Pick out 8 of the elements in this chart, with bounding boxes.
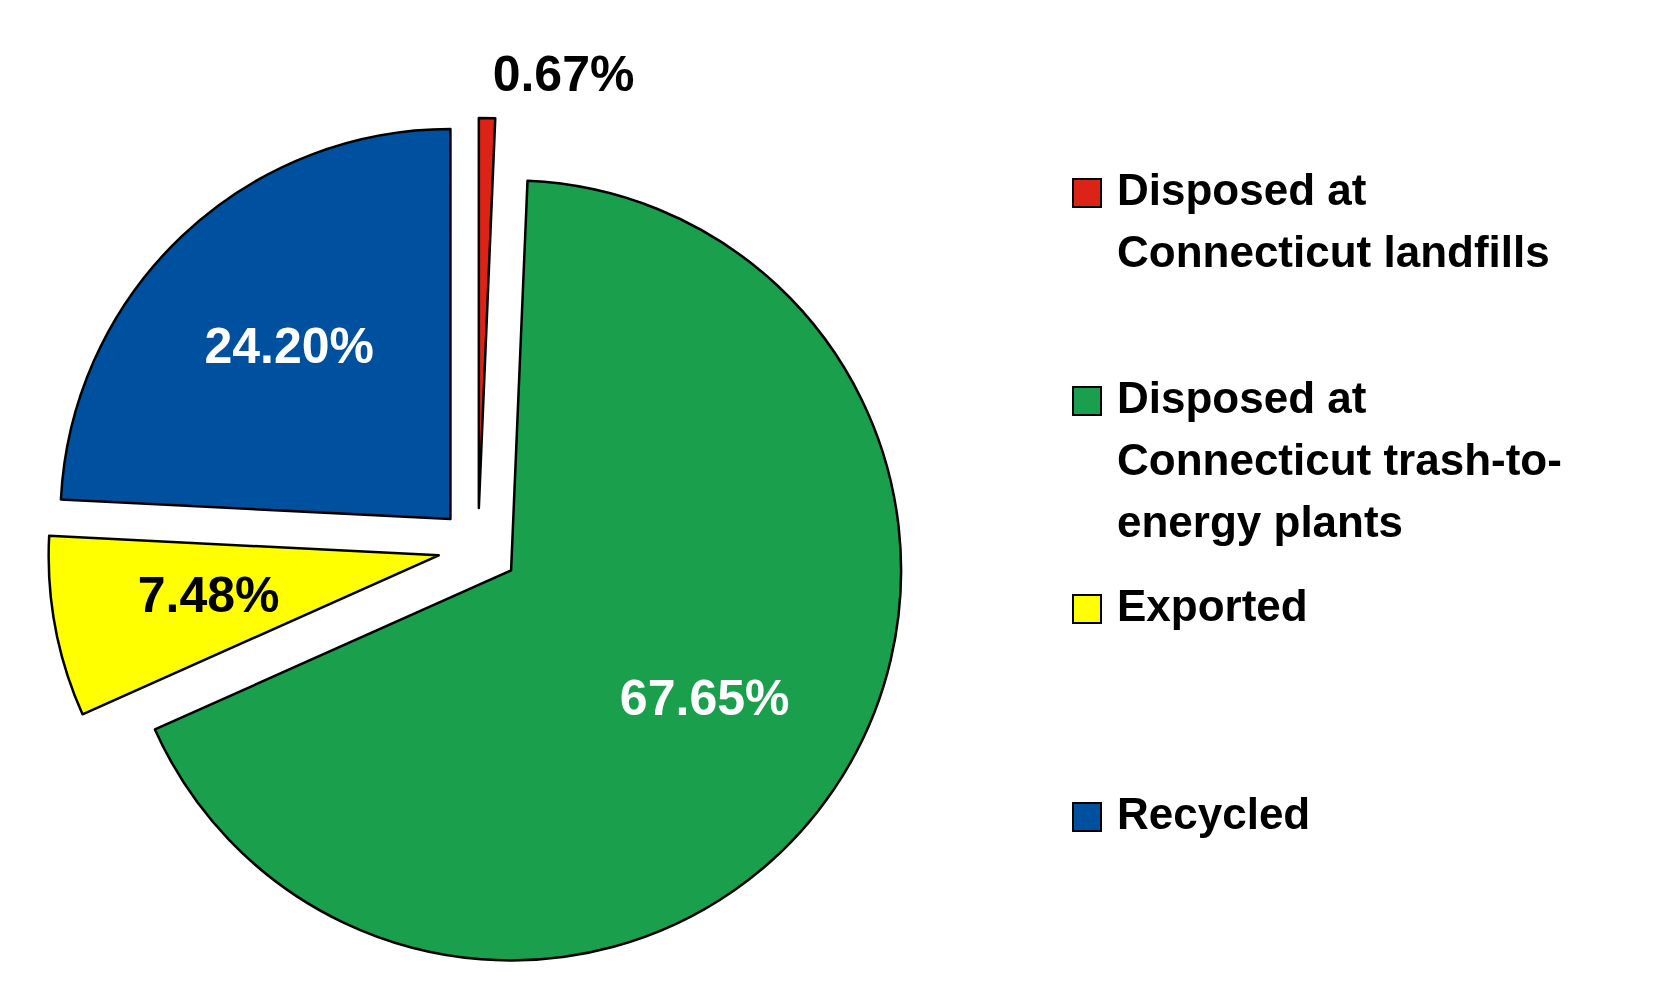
legend-label: Exported bbox=[1117, 580, 1308, 630]
legend-label: Disposed at Connecticut landfills bbox=[1117, 164, 1550, 276]
data-label: 67.65% bbox=[619, 670, 790, 727]
legend-label: Disposed at Connecticut trash-to-energy plants bbox=[1117, 372, 1562, 546]
data-label: 7.48% bbox=[137, 566, 280, 623]
legend-label: Recycled bbox=[1117, 788, 1311, 838]
data-label: 24.20% bbox=[204, 317, 374, 374]
data-label: 0.67% bbox=[492, 46, 635, 103]
